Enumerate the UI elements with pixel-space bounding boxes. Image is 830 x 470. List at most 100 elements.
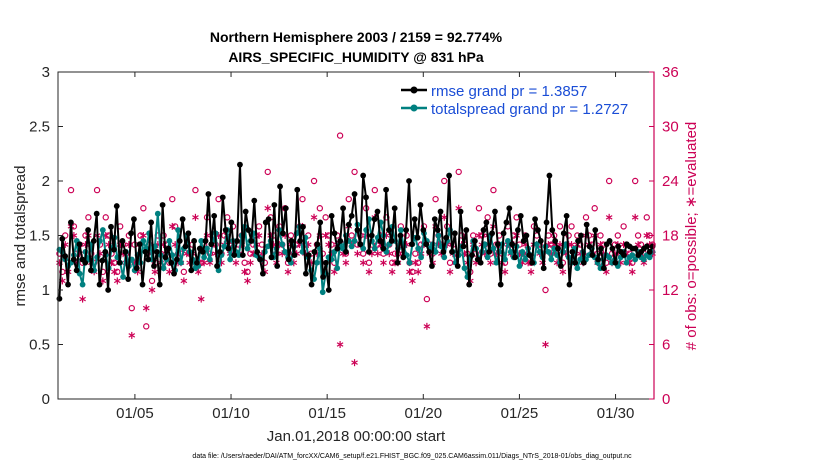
rmse-point (88, 267, 94, 274)
obs-evaluated-point (380, 259, 387, 267)
rmse-point (314, 241, 321, 248)
spread-point (314, 259, 320, 266)
rmse-point (202, 238, 209, 244)
spread-point (522, 256, 529, 263)
rmse-point (340, 205, 347, 212)
rmse-point (615, 243, 622, 250)
obs-possible-point (441, 177, 448, 185)
obs-possible-point (299, 195, 306, 203)
obs-possible-point (85, 214, 92, 221)
rmse-point (288, 238, 295, 244)
obs-possible-point (412, 250, 419, 257)
rmse-point (331, 230, 338, 237)
spread-point (504, 238, 511, 244)
rmse-point (486, 248, 493, 255)
rmse-point (65, 281, 71, 288)
rmse-point (377, 238, 384, 244)
y-tick-label: 2 (42, 173, 50, 190)
rmse-point (248, 238, 255, 244)
rmse-point (328, 212, 335, 219)
obs-evaluated-point (628, 268, 636, 276)
spread-point (201, 254, 208, 261)
obs-evaluated-point (414, 268, 422, 276)
rmse-point (182, 243, 189, 250)
rmse-point (360, 172, 367, 179)
rmse-point (403, 227, 410, 233)
obs-possible-point (148, 277, 156, 285)
obs-possible-point (475, 205, 483, 212)
obs-possible-point (348, 232, 355, 239)
rmse-point (96, 281, 103, 288)
rmse-point (414, 234, 421, 241)
spread-point (279, 241, 286, 248)
rmse-point (102, 248, 109, 255)
rmse-point (174, 256, 180, 263)
rmse-point (532, 216, 538, 223)
obs-evaluated-point (241, 268, 248, 276)
rmse-point (268, 254, 275, 261)
rmse-point (274, 263, 281, 269)
rmse-point (371, 216, 378, 223)
spread-point (244, 245, 251, 252)
spread-point (632, 256, 639, 263)
rmse-point (302, 270, 309, 277)
rmse-point (108, 223, 114, 230)
obs-possible-point (597, 232, 604, 239)
spread-point (490, 245, 497, 252)
obs-evaluated-point (374, 250, 382, 258)
rmse-point (148, 219, 155, 226)
spread-point (235, 252, 242, 259)
rmse-point (449, 248, 455, 255)
obs-possible-point (310, 177, 318, 185)
obs-evaluated-point (409, 277, 416, 285)
rmse-point (555, 245, 561, 252)
obs-evaluated-point (336, 341, 344, 348)
rmse-point (589, 252, 596, 259)
spread-point (166, 238, 173, 244)
obs-evaluated-point (148, 286, 156, 294)
obs-evaluated-point (631, 213, 639, 221)
rmse-point (583, 221, 590, 228)
rmse-point (194, 259, 200, 266)
rmse-point (437, 208, 444, 215)
chart-subtitle: AIRS_SPECIFIC_HUMIDITY @ 831 hPa (228, 49, 484, 65)
y-tick-label: 1.5 (29, 228, 50, 245)
rmse-point (145, 256, 152, 263)
obs-evaluated-point (643, 232, 651, 239)
x-tick-label: 01/05 (116, 405, 154, 422)
rmse-point (472, 238, 478, 244)
x-tick-label: 01/15 (308, 405, 346, 422)
obs-evaluated-point (411, 259, 419, 267)
rmse-point (133, 265, 140, 272)
obs-possible-point (423, 295, 431, 303)
legend-rmse-label: rmse grand pr = 1.3857 (431, 83, 587, 100)
rmse-point (463, 227, 470, 233)
y-tick-label: 3 (42, 64, 50, 81)
rmse-point (546, 172, 553, 179)
legend-spread-label: totalspread grand pr = 1.2727 (431, 101, 628, 118)
rmse-point (271, 202, 278, 208)
rmse-point (165, 245, 172, 252)
rmse-point (259, 270, 266, 277)
rmse-point (171, 270, 177, 277)
y2-tick-label: 18 (662, 228, 679, 245)
rmse-point (219, 194, 226, 201)
spread-point (493, 259, 500, 266)
rmse-point (176, 238, 183, 244)
x-tick-label: 01/10 (212, 405, 250, 422)
rmse-point (580, 259, 587, 266)
rmse-point (560, 230, 567, 237)
obs-evaluated-point (192, 213, 199, 221)
spread-point (351, 238, 358, 244)
spread-point (415, 245, 422, 252)
y2-tick-label: 24 (662, 173, 679, 190)
obs-possible-point (322, 214, 329, 221)
obs-possible-point (316, 205, 324, 212)
spread-point (160, 265, 167, 272)
obs-possible-point (542, 286, 549, 294)
obs-possible-point (336, 132, 344, 139)
obs-evaluated-point (446, 268, 454, 276)
data-file-footer: data file: /Users/raeder/DAI/ATM_forcXX/… (192, 453, 632, 460)
y2-tick-label: 0 (662, 391, 670, 408)
rmse-point (397, 232, 404, 239)
